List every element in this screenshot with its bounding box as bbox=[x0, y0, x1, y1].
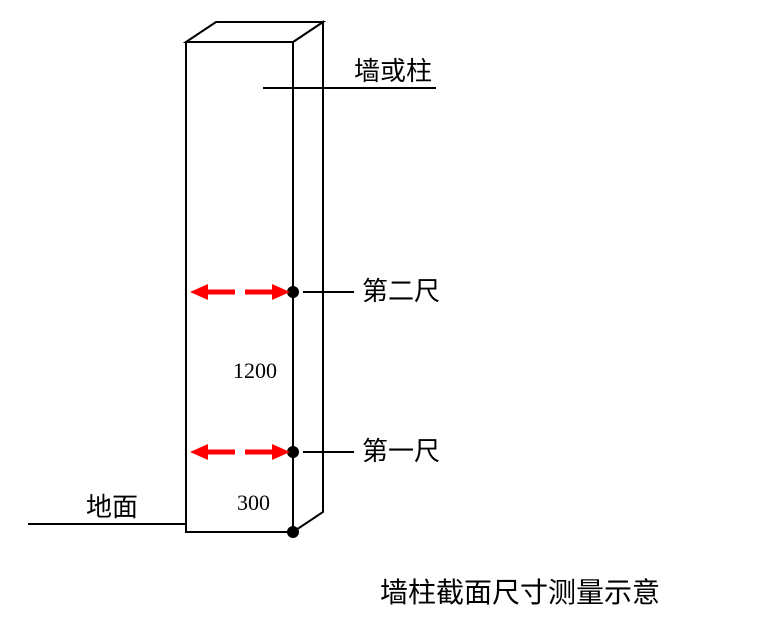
ground-label: 地面 bbox=[86, 493, 138, 522]
top-label: 墙或柱 bbox=[354, 57, 432, 86]
dim-1200: 1200 bbox=[233, 358, 277, 383]
arrow-shaft bbox=[208, 450, 235, 455]
second-mark-label: 第二尺 bbox=[362, 277, 440, 306]
first-mark-label: 第一尺 bbox=[362, 437, 440, 466]
arrow-shaft bbox=[208, 290, 235, 295]
caption: 墙柱截面尺寸测量示意 bbox=[380, 577, 660, 609]
dim-dot-2 bbox=[287, 526, 299, 538]
arrow-shaft bbox=[245, 290, 272, 295]
dim-300: 300 bbox=[237, 490, 270, 515]
arrow-shaft bbox=[245, 450, 272, 455]
